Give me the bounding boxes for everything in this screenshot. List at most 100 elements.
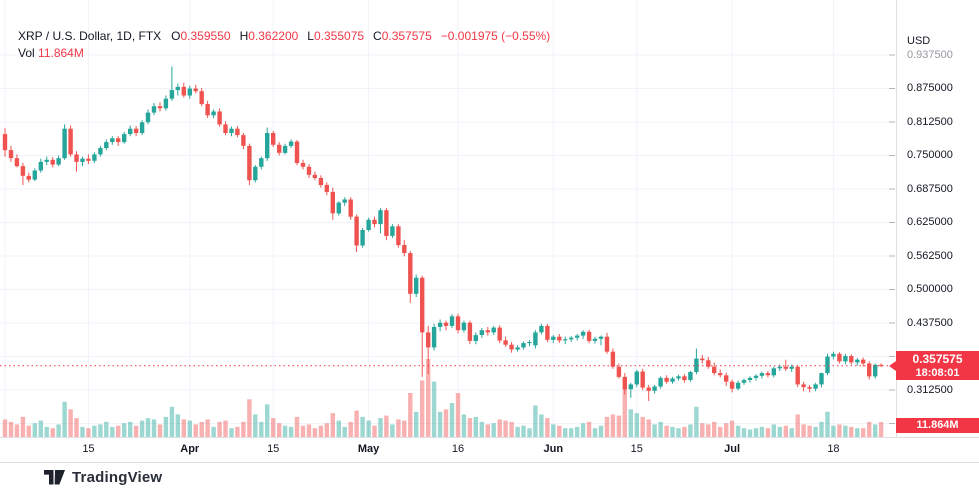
candle-body bbox=[497, 327, 502, 341]
price-axis[interactable]: USD 0.2500000.3125000.3750000.4375000.50… bbox=[896, 0, 979, 461]
volume-bar bbox=[241, 421, 246, 437]
volume-bar bbox=[729, 420, 735, 437]
candle-body bbox=[729, 381, 735, 389]
candle-body bbox=[855, 359, 860, 363]
chart-legend: XRP / U.S. Dollar, 1D, FTX O0.359550 H0.36… bbox=[18, 28, 550, 62]
candle-body bbox=[545, 325, 550, 340]
time-axis[interactable]: 15 Apr 15 May 16 Jun 15 Jul 18 bbox=[0, 437, 979, 463]
candle-body bbox=[241, 135, 246, 146]
volume-bar bbox=[586, 421, 592, 437]
bar-countdown: 18:08:01 bbox=[915, 367, 960, 380]
volume-bar bbox=[26, 425, 31, 437]
candle-body bbox=[68, 128, 73, 155]
high-label: H bbox=[239, 29, 249, 43]
candle-body bbox=[92, 154, 97, 161]
volume-bar bbox=[157, 424, 163, 437]
volume-bar bbox=[795, 414, 800, 437]
volume-bar bbox=[74, 418, 79, 437]
volume-bar bbox=[217, 421, 222, 437]
tradingview-logo[interactable]: TradingView bbox=[44, 469, 162, 486]
candle-body bbox=[8, 150, 14, 159]
candle-body bbox=[50, 159, 55, 165]
close-value: 0.357575 bbox=[381, 29, 432, 43]
candle-body bbox=[843, 356, 848, 362]
candle-body bbox=[431, 327, 437, 348]
candle-body bbox=[759, 373, 765, 376]
volume-bar bbox=[622, 386, 627, 437]
candle-body bbox=[747, 377, 753, 380]
volume-bar bbox=[646, 419, 651, 437]
candle-body bbox=[455, 316, 461, 331]
volume-bar bbox=[861, 428, 866, 437]
candle-body bbox=[199, 91, 204, 105]
candle-body bbox=[473, 335, 478, 341]
volume-bar bbox=[8, 421, 14, 437]
volume-label[interactable]: Vol bbox=[18, 46, 35, 60]
candle-body bbox=[98, 148, 103, 155]
volume-bar bbox=[133, 425, 139, 437]
candle-body bbox=[789, 366, 794, 369]
volume-bar bbox=[128, 421, 133, 437]
candle-body bbox=[873, 364, 878, 377]
volume-bar bbox=[390, 424, 395, 437]
candle-body bbox=[271, 133, 276, 145]
candle-body bbox=[104, 142, 109, 148]
volume-bar bbox=[473, 416, 478, 437]
volume-bar bbox=[277, 423, 282, 437]
price-axis-label: 0.937500 bbox=[907, 48, 953, 61]
volume-bar bbox=[527, 428, 532, 437]
volume-bar bbox=[712, 421, 717, 437]
candle-body bbox=[819, 373, 824, 385]
volume-bar bbox=[509, 421, 514, 437]
candle-body bbox=[426, 332, 431, 348]
time-axis-label: Jul bbox=[724, 443, 741, 455]
candle-body bbox=[861, 359, 866, 364]
candle-body bbox=[187, 88, 192, 96]
volume-bar bbox=[110, 426, 115, 437]
volume-bar bbox=[598, 425, 604, 437]
legend-row-ohlc: XRP / U.S. Dollar, 1D, FTX O0.359550 H0.36… bbox=[18, 28, 550, 45]
candle-body bbox=[724, 375, 729, 382]
volume-bar bbox=[288, 426, 294, 437]
candle-body bbox=[598, 336, 604, 339]
candle-body bbox=[139, 122, 145, 133]
candle-body bbox=[300, 163, 306, 167]
candle-body bbox=[485, 330, 490, 333]
candle-body bbox=[145, 112, 151, 123]
volume-bar bbox=[318, 425, 324, 437]
symbol-title[interactable]: XRP / U.S. Dollar, 1D, FTX bbox=[18, 29, 162, 43]
volume-bar bbox=[360, 416, 365, 437]
volume-bar bbox=[175, 414, 180, 437]
volume-bar bbox=[455, 393, 461, 437]
candle-body bbox=[557, 336, 562, 341]
volume-bar bbox=[497, 419, 502, 437]
candle-body bbox=[807, 387, 812, 389]
candle-body bbox=[44, 159, 49, 162]
volume-bar bbox=[479, 421, 484, 437]
volume-bar bbox=[235, 426, 240, 437]
volume-bar bbox=[521, 425, 526, 437]
volume-value: 11.864M bbox=[38, 46, 84, 60]
last-price-value: 0.357575 bbox=[912, 352, 963, 367]
candle-body bbox=[26, 175, 31, 180]
volume-bar bbox=[700, 423, 705, 437]
candle-body bbox=[467, 322, 473, 341]
volume-bar bbox=[670, 426, 675, 437]
volume-bar bbox=[420, 380, 425, 437]
volume-bar bbox=[753, 428, 759, 437]
volume-bar bbox=[426, 359, 431, 437]
volume-bar bbox=[759, 426, 765, 437]
chart-canvas[interactable] bbox=[0, 0, 896, 437]
volume-bar bbox=[604, 416, 610, 437]
candle-body bbox=[354, 216, 359, 246]
volume-bar bbox=[163, 416, 169, 437]
candle-body bbox=[604, 336, 610, 352]
candle-body bbox=[157, 106, 163, 109]
candle-body bbox=[533, 332, 538, 346]
volume-bar bbox=[658, 421, 663, 437]
candle-body bbox=[14, 158, 20, 167]
price-axis-label: 0.812500 bbox=[907, 115, 953, 128]
volume-bar bbox=[539, 414, 544, 437]
candle-body bbox=[628, 384, 633, 390]
volume-bar bbox=[62, 401, 67, 437]
